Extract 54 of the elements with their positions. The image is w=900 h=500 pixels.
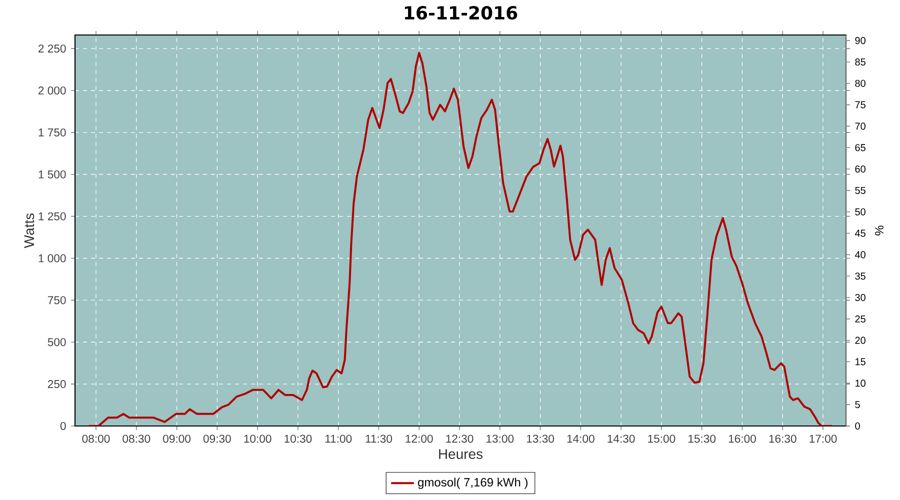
x-tick-label: 15:00 (648, 434, 676, 443)
x-tick-label: 15:30 (688, 434, 716, 443)
y-tick-label: 1 000 (38, 254, 66, 262)
x-tick-label: 16:00 (728, 434, 756, 443)
x-tick-label: 12:00 (406, 434, 433, 443)
y2-axis-title: % (875, 226, 884, 236)
y2-tick-label: 75 (855, 101, 866, 108)
legend-label: gmosol( 7,169 kWh ) (418, 478, 528, 489)
y-tick-label: 750 (48, 296, 66, 304)
x-tick-label: 11:00 (325, 434, 352, 443)
y2-tick-label: 25 (855, 315, 866, 322)
x-tick-label: 13:00 (486, 434, 514, 443)
y2-tick-label: 5 (855, 401, 860, 408)
y2-tick-label: 85 (855, 58, 866, 66)
x-tick-label: 12:30 (446, 434, 474, 443)
y2-tick-label: 50 (855, 208, 866, 216)
y2-tick-label: 35 (855, 272, 866, 280)
y-axis-title: Watts (24, 213, 34, 248)
y2-tick-label: 60 (855, 165, 866, 173)
x-tick-label: 08:00 (82, 434, 110, 443)
x-tick-label: 13:30 (526, 434, 554, 443)
y2-tick-label: 65 (855, 144, 866, 152)
y2-tick-label: 80 (855, 80, 866, 87)
y2-tick-label: 10 (855, 380, 866, 387)
x-tick-label: 14:00 (567, 434, 594, 443)
y2-tick-label: 20 (855, 336, 866, 344)
y-tick-label: 1 500 (38, 170, 66, 178)
line-series (88, 52, 833, 426)
x-tick-label: 09:30 (203, 434, 231, 443)
y-tick-label: 500 (48, 338, 66, 346)
y-tick-label: 0 (60, 422, 66, 430)
x-tick-label: 08:30 (122, 434, 150, 443)
y2-tick-label: 15 (855, 358, 866, 366)
x-tick-label: 16:30 (769, 434, 796, 443)
y2-tick-label: 55 (855, 186, 866, 194)
y-tick-label: 1 250 (38, 212, 66, 220)
y-tick-label: 2 250 (38, 44, 66, 53)
y2-tick-label: 40 (854, 251, 866, 258)
x-tick-label: 10:30 (284, 434, 312, 443)
y2-tick-label: 70 (855, 122, 866, 130)
y2-tick-label: 45 (854, 230, 866, 237)
x-tick-label: 10:00 (244, 434, 272, 443)
x-axis-title: Heures (439, 449, 483, 459)
x-tick-label: 14:30 (608, 434, 635, 443)
y2-tick-label: 30 (855, 294, 866, 302)
x-tick-label: 11:30 (366, 434, 392, 443)
y2-tick-label: 0 (855, 422, 860, 430)
x-tick-label: 17:00 (810, 434, 837, 443)
y-tick-label: 2 000 (38, 86, 66, 95)
y-tick-label: 250 (48, 380, 66, 388)
y2-tick-label: 90 (855, 37, 866, 44)
x-tick-label: 09:00 (163, 434, 191, 443)
y-tick-label: 1 750 (38, 128, 66, 136)
chart-title: 16-11-2016 (404, 6, 518, 20)
